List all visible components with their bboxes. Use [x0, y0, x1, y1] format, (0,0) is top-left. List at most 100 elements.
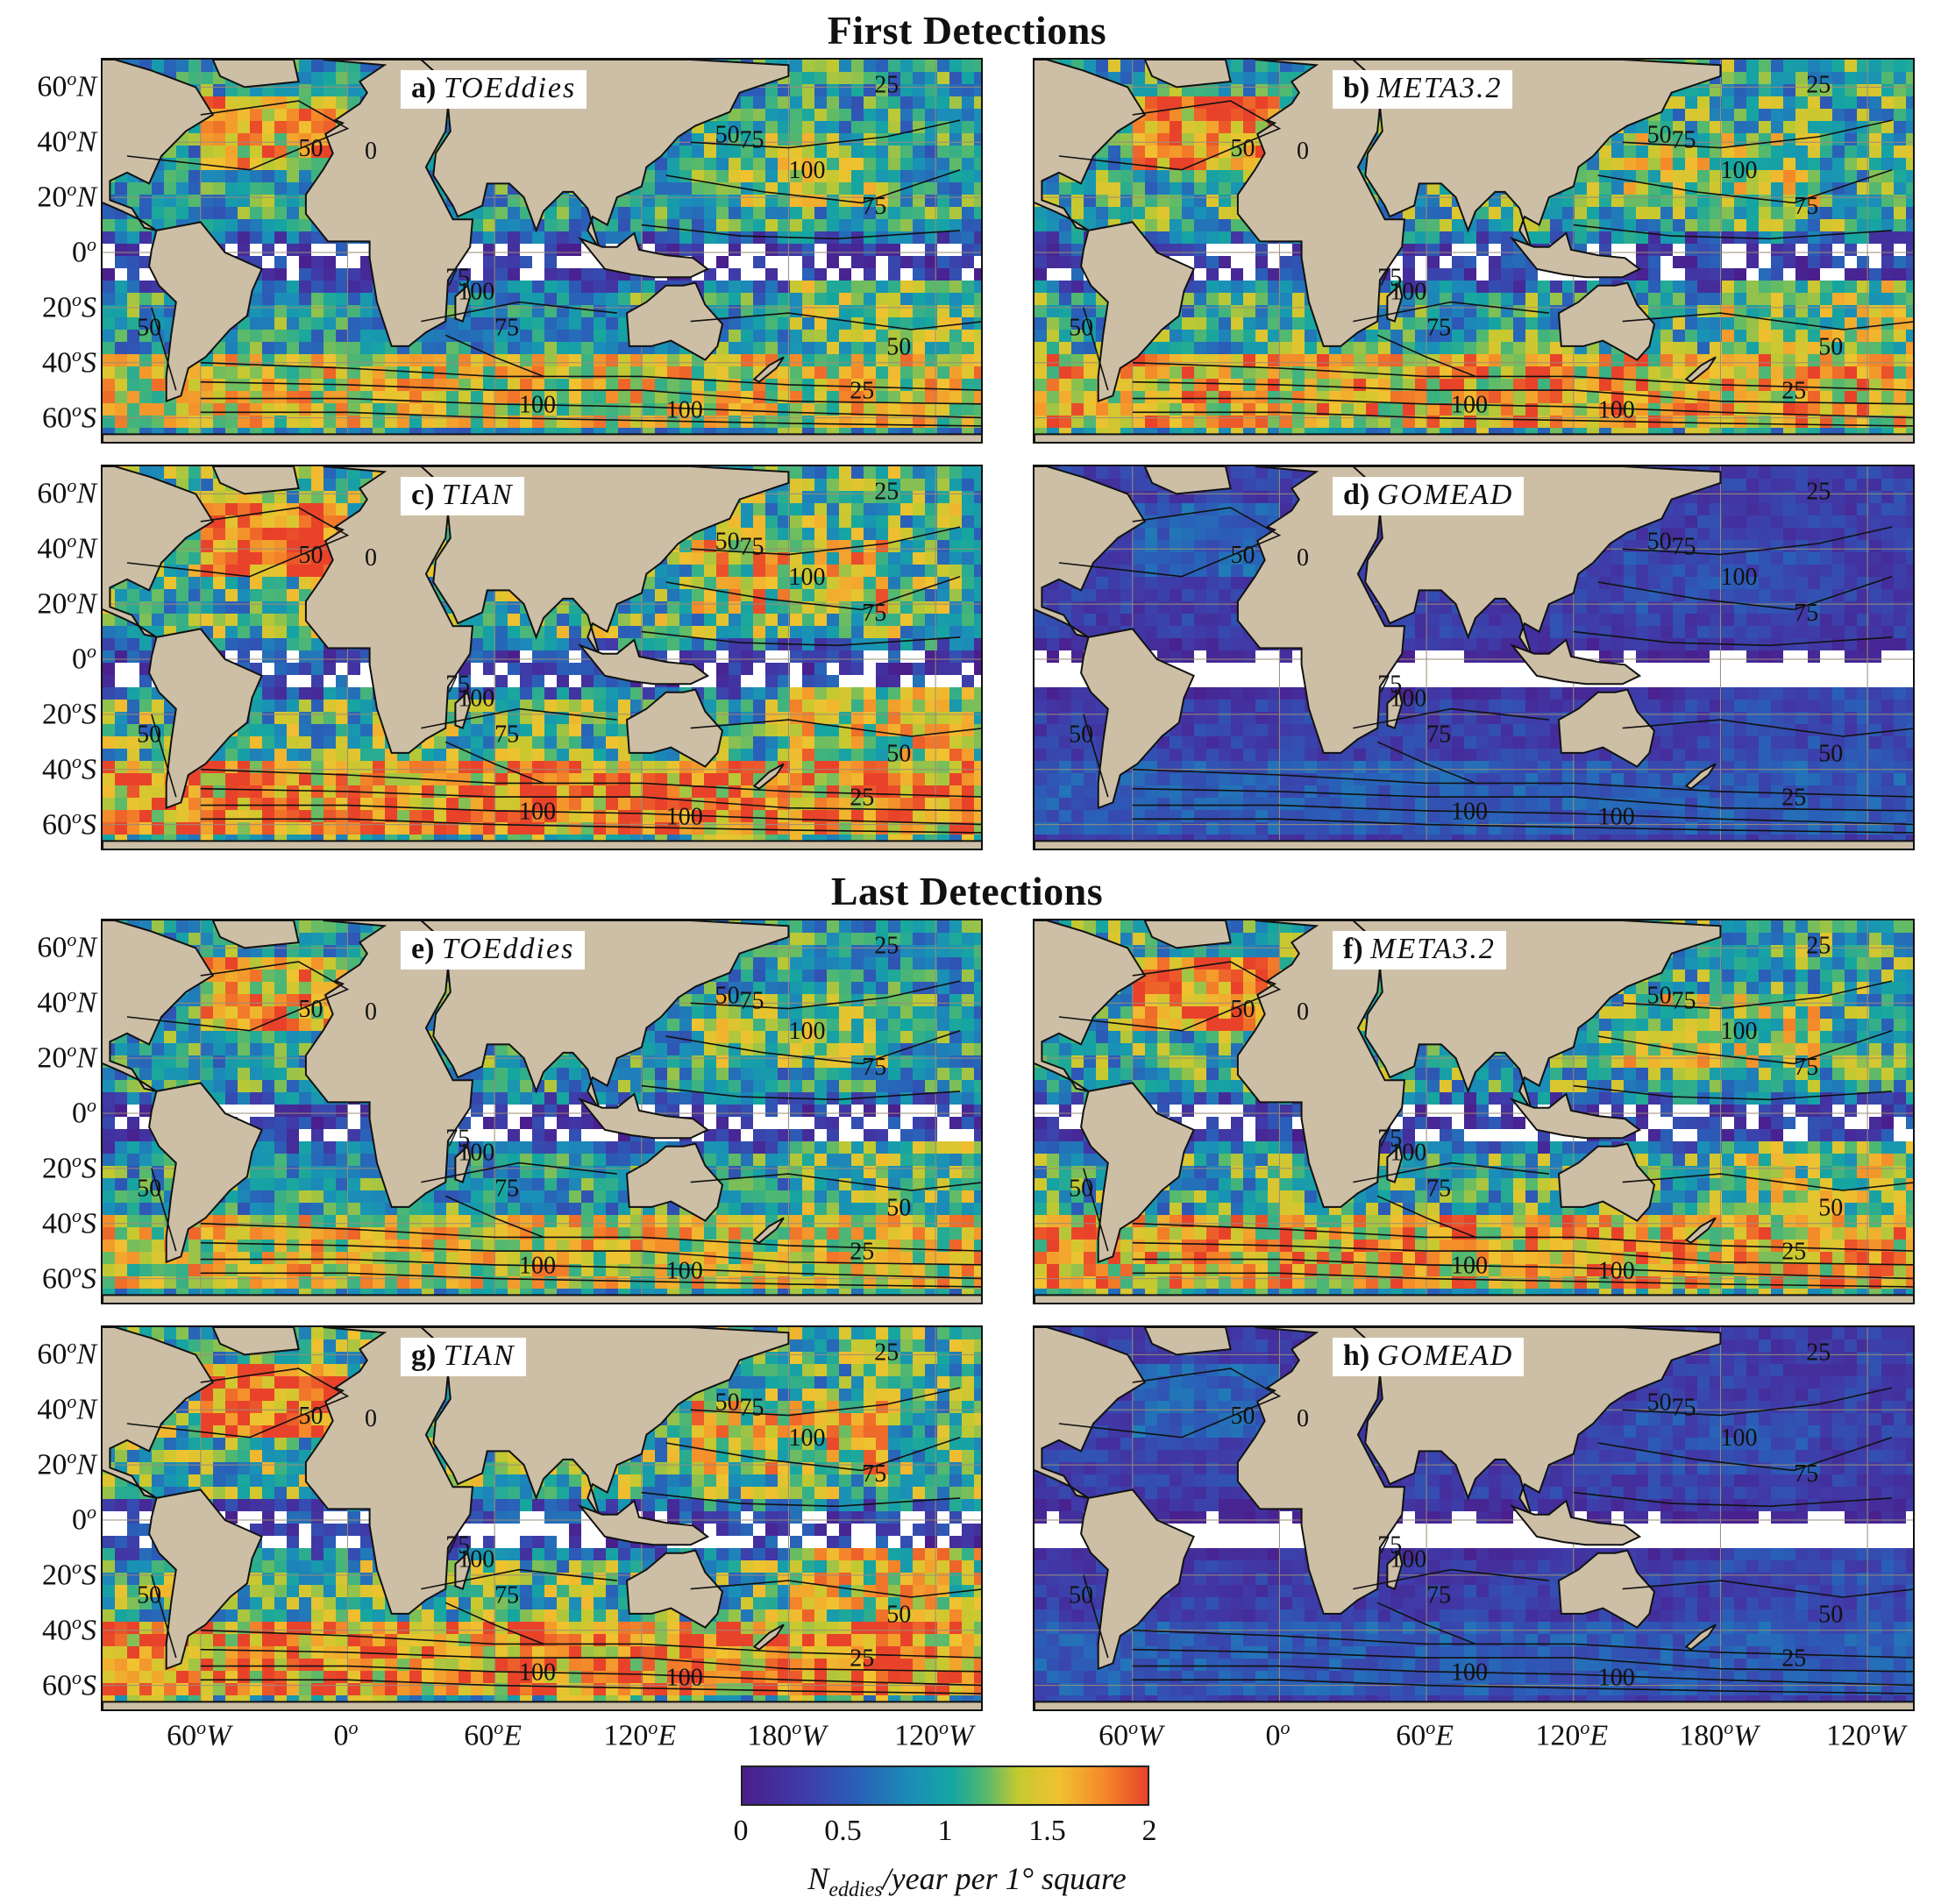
heatmap-cell [238, 391, 250, 403]
heatmap-cell [1096, 182, 1108, 195]
heatmap-cell [569, 342, 581, 354]
heatmap-cell [1734, 403, 1746, 416]
heatmap-cell [1746, 207, 1759, 219]
heatmap-cell [814, 416, 827, 428]
contour-label: 100 [519, 391, 556, 418]
heatmap-cell [1390, 354, 1403, 366]
heatmap-cell [459, 403, 471, 416]
heatmap-cell [1317, 391, 1329, 403]
heatmap-cell [1759, 391, 1771, 403]
heatmap-cell [851, 317, 864, 330]
heatmap-cell [348, 354, 360, 366]
heatmap-cell [262, 305, 274, 317]
heatmap-cell [225, 109, 238, 121]
heatmap-cell [1820, 379, 1832, 391]
heatmap-cell [238, 342, 250, 354]
heatmap-cell [471, 256, 483, 268]
heatmap-cell [913, 170, 925, 182]
heatmap-cell [1845, 231, 1857, 244]
heatmap-cell [508, 195, 520, 207]
contour-label: 50 [137, 314, 161, 341]
heatmap-cell [397, 379, 409, 391]
heatmap-cell [778, 491, 790, 503]
heatmap-cell [864, 158, 876, 170]
heatmap-cell [1157, 109, 1170, 121]
heatmap-cell [1194, 146, 1206, 158]
heatmap-cell [802, 342, 814, 354]
heatmap-cell [864, 72, 876, 84]
heatmap-cell [360, 354, 373, 366]
heatmap-cell [1120, 72, 1133, 84]
heatmap-cell [778, 268, 790, 281]
heatmap-cell [1820, 231, 1832, 244]
heatmap-cell [802, 72, 814, 84]
heatmap-cell [1403, 256, 1415, 268]
heatmap-cell [1182, 195, 1194, 207]
heatmap-cell [1795, 379, 1808, 391]
heatmap-cell [1194, 330, 1206, 342]
heatmap-cell [483, 219, 495, 231]
heatmap-cell [851, 158, 864, 170]
heatmap-cell [1697, 219, 1710, 231]
heatmap-cell [1869, 354, 1881, 366]
heatmap-cell [814, 170, 827, 182]
heatmap-cell [851, 60, 864, 72]
heatmap-cell [1759, 96, 1771, 109]
heatmap-cell [1722, 109, 1734, 121]
heatmap-cell [1550, 366, 1562, 379]
heatmap-cell [360, 317, 373, 330]
heatmap-cell [1133, 195, 1145, 207]
heatmap-cell [569, 403, 581, 416]
heatmap-cell [937, 231, 949, 244]
heatmap-cell [434, 391, 446, 403]
heatmap-cell [618, 366, 630, 379]
heatmap-cell [127, 391, 139, 403]
heatmap-cell [692, 195, 704, 207]
heatmap-cell [1501, 281, 1513, 293]
heatmap-cell [1845, 96, 1857, 109]
heatmap-cell [630, 207, 643, 219]
heatmap-cell [1243, 342, 1255, 354]
heatmap-cell [250, 317, 262, 330]
heatmap-cell [1243, 244, 1255, 256]
heatmap-cell [618, 391, 630, 403]
heatmap-cell [1685, 354, 1697, 366]
heatmap-cell [299, 244, 311, 256]
heatmap-cell [679, 219, 692, 231]
heatmap-cell [1697, 256, 1710, 268]
heatmap-cell [1035, 366, 1047, 379]
heatmap-cell [139, 379, 152, 391]
heatmap-cell [765, 491, 778, 503]
heatmap-cell [409, 379, 422, 391]
heatmap-cell [373, 416, 385, 428]
heatmap-cell [1845, 256, 1857, 268]
heatmap-cell [1452, 219, 1464, 231]
contour-label: 50 [1069, 314, 1093, 341]
heatmap-cell [1305, 403, 1317, 416]
heatmap-cell [1881, 268, 1894, 281]
heatmap-cell [729, 207, 741, 219]
heatmap-cell [1292, 305, 1305, 317]
heatmap-cell [311, 391, 324, 403]
heatmap-cell [949, 256, 962, 268]
heatmap-cell [1575, 231, 1587, 244]
heatmap-cell [851, 96, 864, 109]
heatmap-cell [483, 416, 495, 428]
heatmap-cell [643, 403, 655, 416]
heatmap-cell [274, 305, 287, 317]
heatmap-cell [1292, 391, 1305, 403]
heatmap-cell [962, 342, 974, 354]
heatmap-cell [287, 293, 299, 305]
heatmap-cell [1525, 268, 1538, 281]
heatmap-cell [778, 366, 790, 379]
heatmap-cell [1378, 317, 1390, 330]
heatmap-cell [1366, 403, 1378, 416]
heatmap-cell [839, 342, 851, 354]
heatmap-cell [1673, 403, 1685, 416]
heatmap-cell [900, 72, 913, 84]
heatmap-cell [962, 170, 974, 182]
heatmap-cell [925, 146, 937, 158]
heatmap-cell [729, 109, 741, 121]
heatmap-cell [1243, 317, 1255, 330]
heatmap-cell [1268, 354, 1280, 366]
